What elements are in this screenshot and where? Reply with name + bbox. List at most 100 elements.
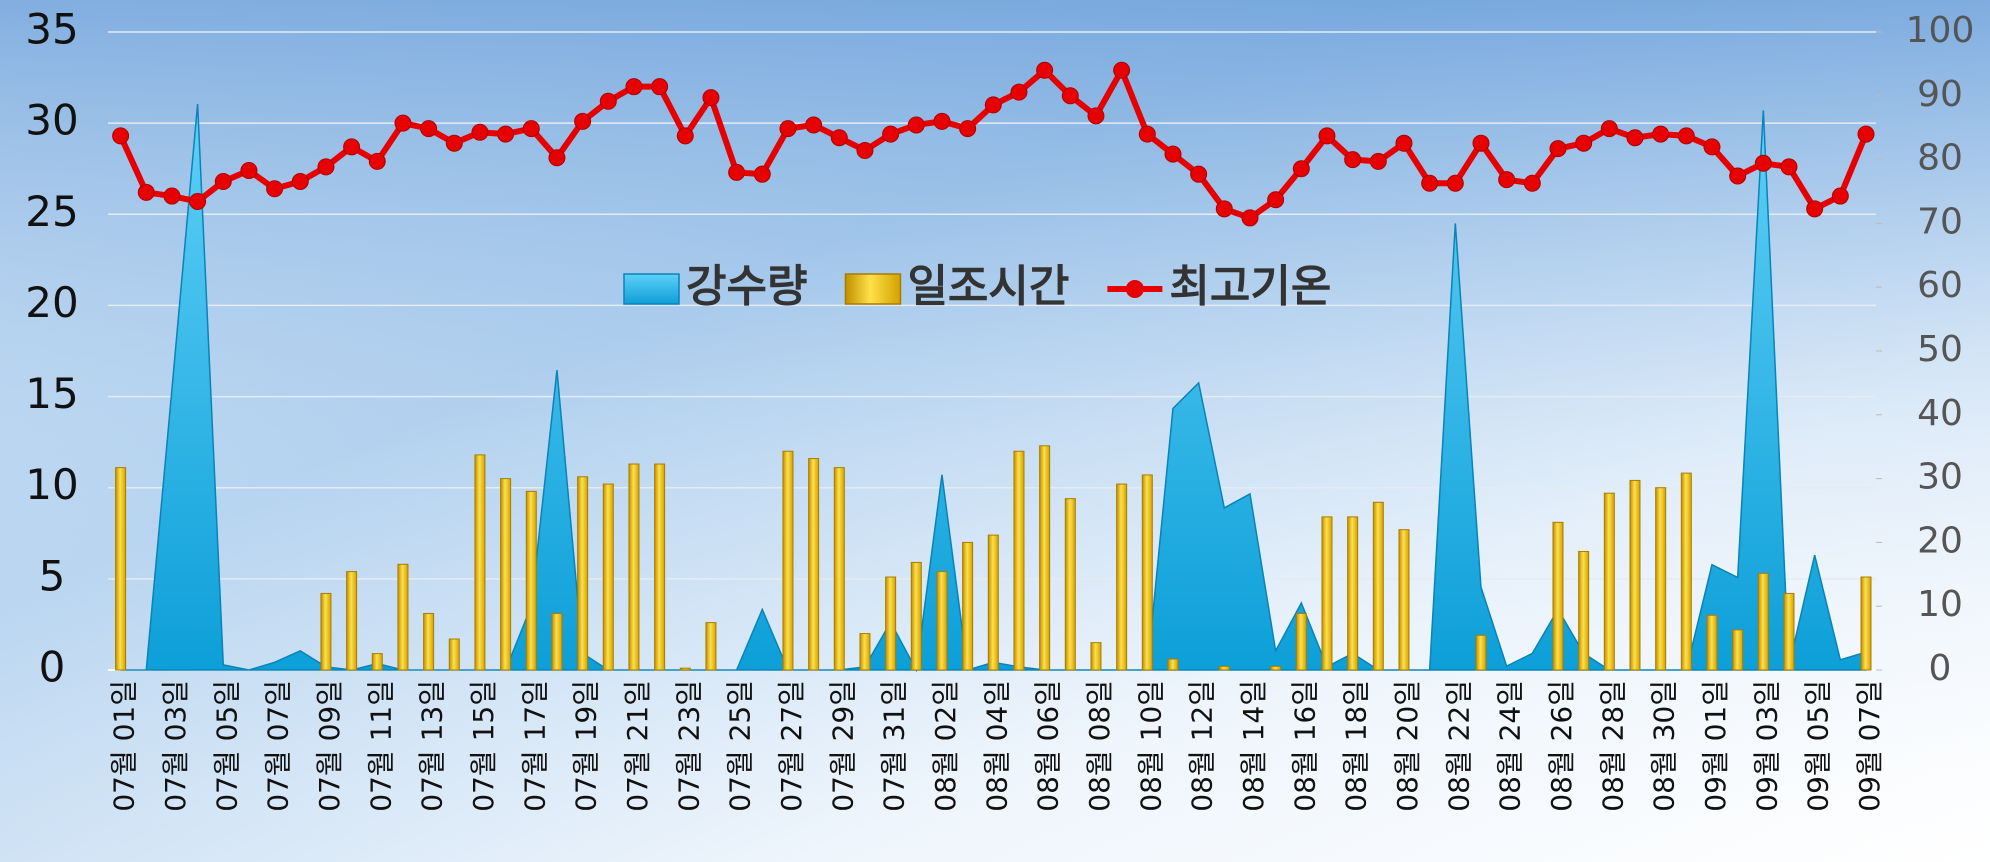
x-tick-label: 08월 14일: [1237, 680, 1270, 812]
x-tick-label: 07월 19일: [570, 680, 603, 812]
x-tick-label: 08월 20일: [1391, 680, 1424, 812]
y2-tick-label: 10: [1917, 584, 1963, 625]
bar: [1167, 658, 1179, 671]
bar: [525, 490, 537, 671]
x-tick-label: 07월 07일: [262, 680, 295, 812]
line-marker: [1549, 140, 1567, 158]
x-tick-label: 07월 15일: [467, 680, 500, 812]
y-tick-label: 35: [25, 5, 78, 54]
line-marker: [1164, 145, 1182, 163]
bar: [782, 450, 794, 671]
line-marker: [1575, 134, 1593, 152]
x-tick-label: 07월 03일: [159, 680, 192, 812]
line-marker: [1498, 171, 1516, 189]
bar: [1706, 614, 1718, 671]
bar: [910, 561, 922, 671]
x-tick-label: 08월 04일: [980, 680, 1013, 812]
y2-tick-label: 70: [1917, 201, 1963, 242]
bar: [1347, 516, 1359, 671]
y2-tick-label: 20: [1917, 520, 1963, 561]
line-marker: [882, 125, 900, 143]
y2-tick-label: 0: [1929, 648, 1952, 689]
bar: [679, 667, 691, 671]
line-marker: [1806, 200, 1824, 218]
line-marker: [830, 129, 848, 147]
x-tick-label: 08월 28일: [1596, 680, 1629, 812]
y2-tick-label: 100: [1906, 10, 1975, 51]
line-marker: [625, 78, 643, 96]
legend-label: 일조시간: [907, 261, 1069, 312]
line-marker: [1780, 158, 1798, 176]
bar: [1475, 634, 1487, 671]
line-marker: [394, 114, 412, 132]
line-marker: [214, 172, 232, 190]
bar: [936, 571, 948, 671]
line-marker: [1729, 167, 1747, 185]
line-marker: [1292, 160, 1310, 178]
line-marker: [291, 172, 309, 190]
x-tick-label: 07월 01일: [108, 680, 141, 812]
line-marker: [1061, 87, 1079, 105]
legend-label: 강수량: [686, 261, 807, 312]
legend-item: 최고기온: [1107, 261, 1331, 312]
x-tick-label: 07월 17일: [518, 680, 551, 812]
bar: [1321, 516, 1333, 671]
bar: [628, 463, 640, 671]
x-tick-label: 09월 05일: [1802, 680, 1835, 812]
bar: [1218, 665, 1230, 671]
x-tick-label: 08월 12일: [1186, 680, 1219, 812]
bar: [448, 638, 460, 671]
line-marker: [1626, 129, 1644, 147]
x-tick-label: 07월 09일: [313, 680, 346, 812]
y-tick-label: 5: [39, 551, 66, 600]
line-marker: [651, 78, 669, 96]
line-marker: [702, 89, 720, 107]
line-marker: [343, 138, 361, 156]
line-marker: [445, 134, 463, 152]
bar: [1116, 483, 1128, 671]
bar: [1757, 572, 1769, 671]
line-marker: [1600, 120, 1618, 138]
y-tick-label: 10: [25, 460, 78, 509]
legend-swatch: [623, 273, 680, 305]
x-tick-label: 08월 18일: [1340, 680, 1373, 812]
legend-item: 강수량: [623, 261, 807, 312]
x-tick-label: 09월 07일: [1853, 680, 1886, 812]
bar: [1552, 521, 1564, 671]
line-marker: [1523, 174, 1541, 192]
bar: [320, 592, 332, 671]
bar: [987, 534, 999, 671]
bar: [551, 612, 563, 671]
x-tick-label: 08월 22일: [1442, 680, 1475, 812]
y2-tick-label: 40: [1917, 393, 1963, 434]
bar: [1090, 642, 1102, 671]
line-marker: [676, 127, 694, 145]
legend-swatch: [844, 273, 902, 305]
y2-tick-label: 80: [1917, 138, 1963, 179]
y2-tick-label: 90: [1917, 74, 1963, 115]
line-marker: [1036, 61, 1054, 79]
bar: [654, 463, 666, 671]
bar: [602, 483, 614, 671]
line-marker: [1831, 187, 1849, 205]
line-marker: [1703, 138, 1721, 156]
bar: [1064, 498, 1076, 671]
x-tick-label: 08월 02일: [929, 680, 962, 812]
bar: [1732, 629, 1744, 671]
bar: [808, 458, 820, 671]
bar: [1372, 501, 1384, 671]
bar: [423, 612, 435, 671]
y2-tick-label: 50: [1917, 329, 1963, 370]
x-tick-label: 08월 06일: [1032, 680, 1065, 812]
line-marker: [728, 163, 746, 181]
bar: [1783, 592, 1795, 671]
line-marker: [368, 152, 386, 170]
bar: [1860, 576, 1872, 671]
line-marker: [548, 149, 566, 167]
bar: [1141, 474, 1153, 671]
line-marker: [163, 187, 181, 205]
line-marker: [471, 123, 489, 141]
line-marker: [1421, 174, 1439, 192]
x-tick-label: 08월 10일: [1134, 680, 1167, 812]
x-tick-label: 08월 16일: [1288, 680, 1321, 812]
